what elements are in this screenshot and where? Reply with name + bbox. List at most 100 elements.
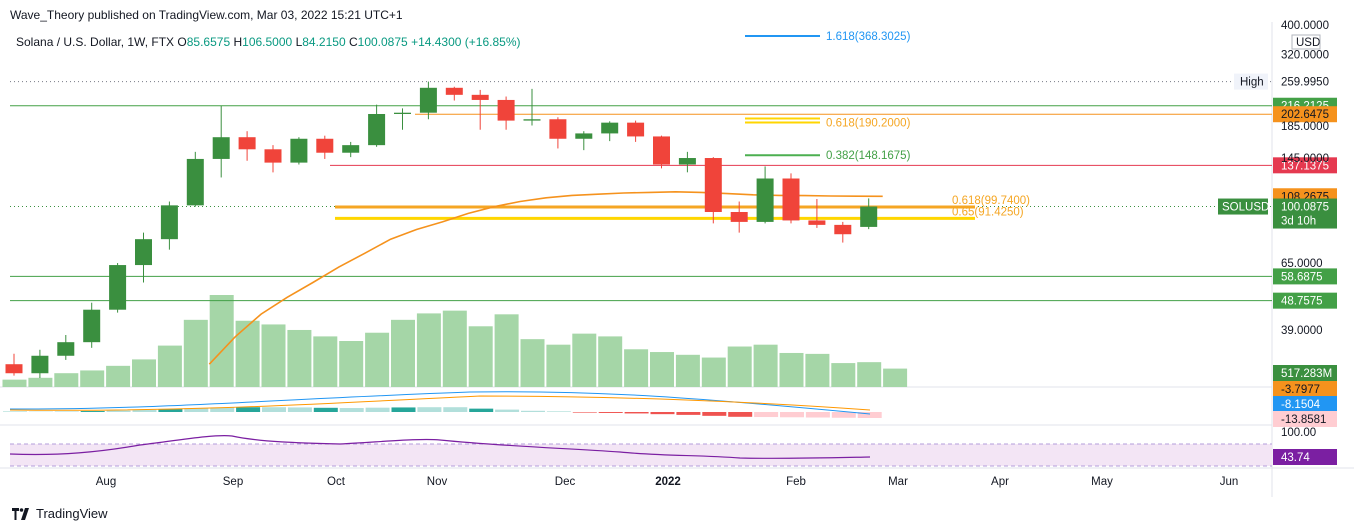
time-axis: Aug Sep Oct Nov Dec 2022 Feb Mar Apr May Jun (96, 476, 1239, 488)
volume-bar (416, 313, 441, 387)
price-tick-label: 39.0000 (1281, 325, 1323, 337)
orange-level-label-bg (1273, 106, 1337, 123)
volume-bar (468, 326, 493, 387)
high-tag: High (1240, 77, 1264, 89)
price-axis: 259.9950High216.2125202.6475137.1375108.… (1218, 20, 1337, 465)
candle-body (238, 137, 256, 150)
candle-body (5, 364, 23, 374)
macd-histogram-bar (624, 412, 649, 414)
macd-histogram-bar (495, 409, 520, 412)
volume-bar (157, 345, 182, 387)
candle-body (471, 94, 489, 100)
tradingview-brand: TradingView (36, 506, 108, 521)
time-tick-label: May (1091, 476, 1113, 488)
fib-level-label: 0.618(190.2000) (826, 118, 911, 130)
orange-level-label: 202.6475 (1281, 109, 1329, 121)
candle-body (678, 158, 696, 165)
signal-line (9, 395, 871, 411)
high-tag-bg (1234, 73, 1268, 90)
candle-body (808, 220, 826, 225)
volume-bar (883, 368, 908, 387)
volume-bar (442, 310, 467, 387)
candle-body (342, 145, 360, 153)
volume-bar (209, 295, 234, 387)
volume-label: 517.283M (1281, 368, 1332, 380)
volume-bar (365, 332, 390, 387)
candle-body (290, 138, 308, 163)
candle-body (860, 206, 878, 227)
fib-level-label: 0.618(99.7400) (952, 195, 1030, 207)
candle-body (627, 122, 645, 137)
fib-level-label: 1.618(368.3025) (826, 31, 911, 43)
macd-histogram-bar (702, 412, 727, 416)
volume-bar (857, 362, 882, 387)
volume-bar (701, 357, 726, 387)
candle-body (135, 239, 152, 266)
volume-bar (313, 336, 338, 387)
macd-histogram-bar (287, 407, 312, 412)
footer[interactable]: TradingView (12, 506, 108, 521)
candle-body (109, 265, 127, 310)
candle-body (419, 87, 437, 113)
macd-histogram-bar (521, 410, 545, 412)
volume-bar (132, 359, 156, 387)
macd-value-bg (1273, 411, 1337, 427)
macd-histogram-bar (236, 407, 261, 412)
price-tick-label: 145.0000 (1281, 153, 1329, 165)
volume-bar (546, 344, 571, 387)
time-tick-label: 2022 (655, 476, 681, 488)
macd-histogram-bar (728, 412, 753, 417)
volume-bar (727, 346, 752, 387)
change-value: +14.4300 (+16.85%) (411, 35, 521, 49)
macd-histogram-bar (443, 407, 468, 412)
volume-bar (183, 319, 208, 387)
candle-body (653, 136, 670, 165)
time-tick-label: Feb (786, 476, 806, 488)
macd-histogram-bar (339, 408, 364, 412)
time-tick-label: Aug (96, 476, 116, 488)
countdown-label: 3d 10h (1281, 216, 1316, 228)
volume-bar (572, 333, 597, 387)
candle-body (756, 178, 774, 222)
tradingview-logo-icon (12, 507, 29, 520)
candles-layer (5, 81, 878, 378)
macd-value-label: -3.7977 (1281, 384, 1320, 396)
high-price-label: 259.9950 (1281, 77, 1329, 89)
volume-bar (28, 377, 53, 387)
macd-histogram-bar (650, 412, 675, 415)
candle-body (160, 205, 178, 240)
rsi-band (10, 444, 1272, 466)
macd-histogram-bar (780, 412, 804, 418)
candle-body (83, 309, 101, 343)
time-tick-label: Sep (223, 476, 243, 488)
volume-bar (624, 349, 649, 387)
volume-bar (520, 339, 545, 387)
close-value: 100.0875 (357, 35, 408, 49)
close-label: C (348, 35, 358, 49)
published-line: Wave_Theory published on TradingView.com… (10, 8, 403, 22)
macd-histogram-bar (210, 407, 235, 412)
candle-body (782, 178, 800, 221)
macd-histogram-bar (132, 409, 157, 412)
macd-histogram-bar (676, 412, 701, 415)
macd-histogram-bar (80, 411, 105, 412)
macd-histogram-bar (469, 408, 494, 412)
macd-histogram-bar (857, 412, 882, 418)
price-axis-unit: USD (1296, 37, 1320, 49)
candle-body (549, 119, 567, 139)
macd-histogram-bar (598, 412, 623, 413)
time-tick-label: Mar (888, 476, 908, 488)
macd-histogram-bar (158, 409, 183, 412)
candle-body (834, 224, 852, 235)
macd-value-bg (1273, 396, 1337, 412)
volume-bar (391, 319, 415, 387)
volume-bar (779, 352, 804, 387)
symbol-ohlc-line: Solana / U.S. Dollar, 1W, FTX O85.6575 H… (16, 35, 520, 49)
price-tick-label: 320.0000 (1281, 49, 1329, 61)
candle-body (497, 99, 515, 121)
high-label: H (233, 35, 243, 49)
candle-body (523, 119, 541, 121)
time-tick-label: Apr (991, 476, 1009, 488)
volume-bar (650, 352, 674, 387)
